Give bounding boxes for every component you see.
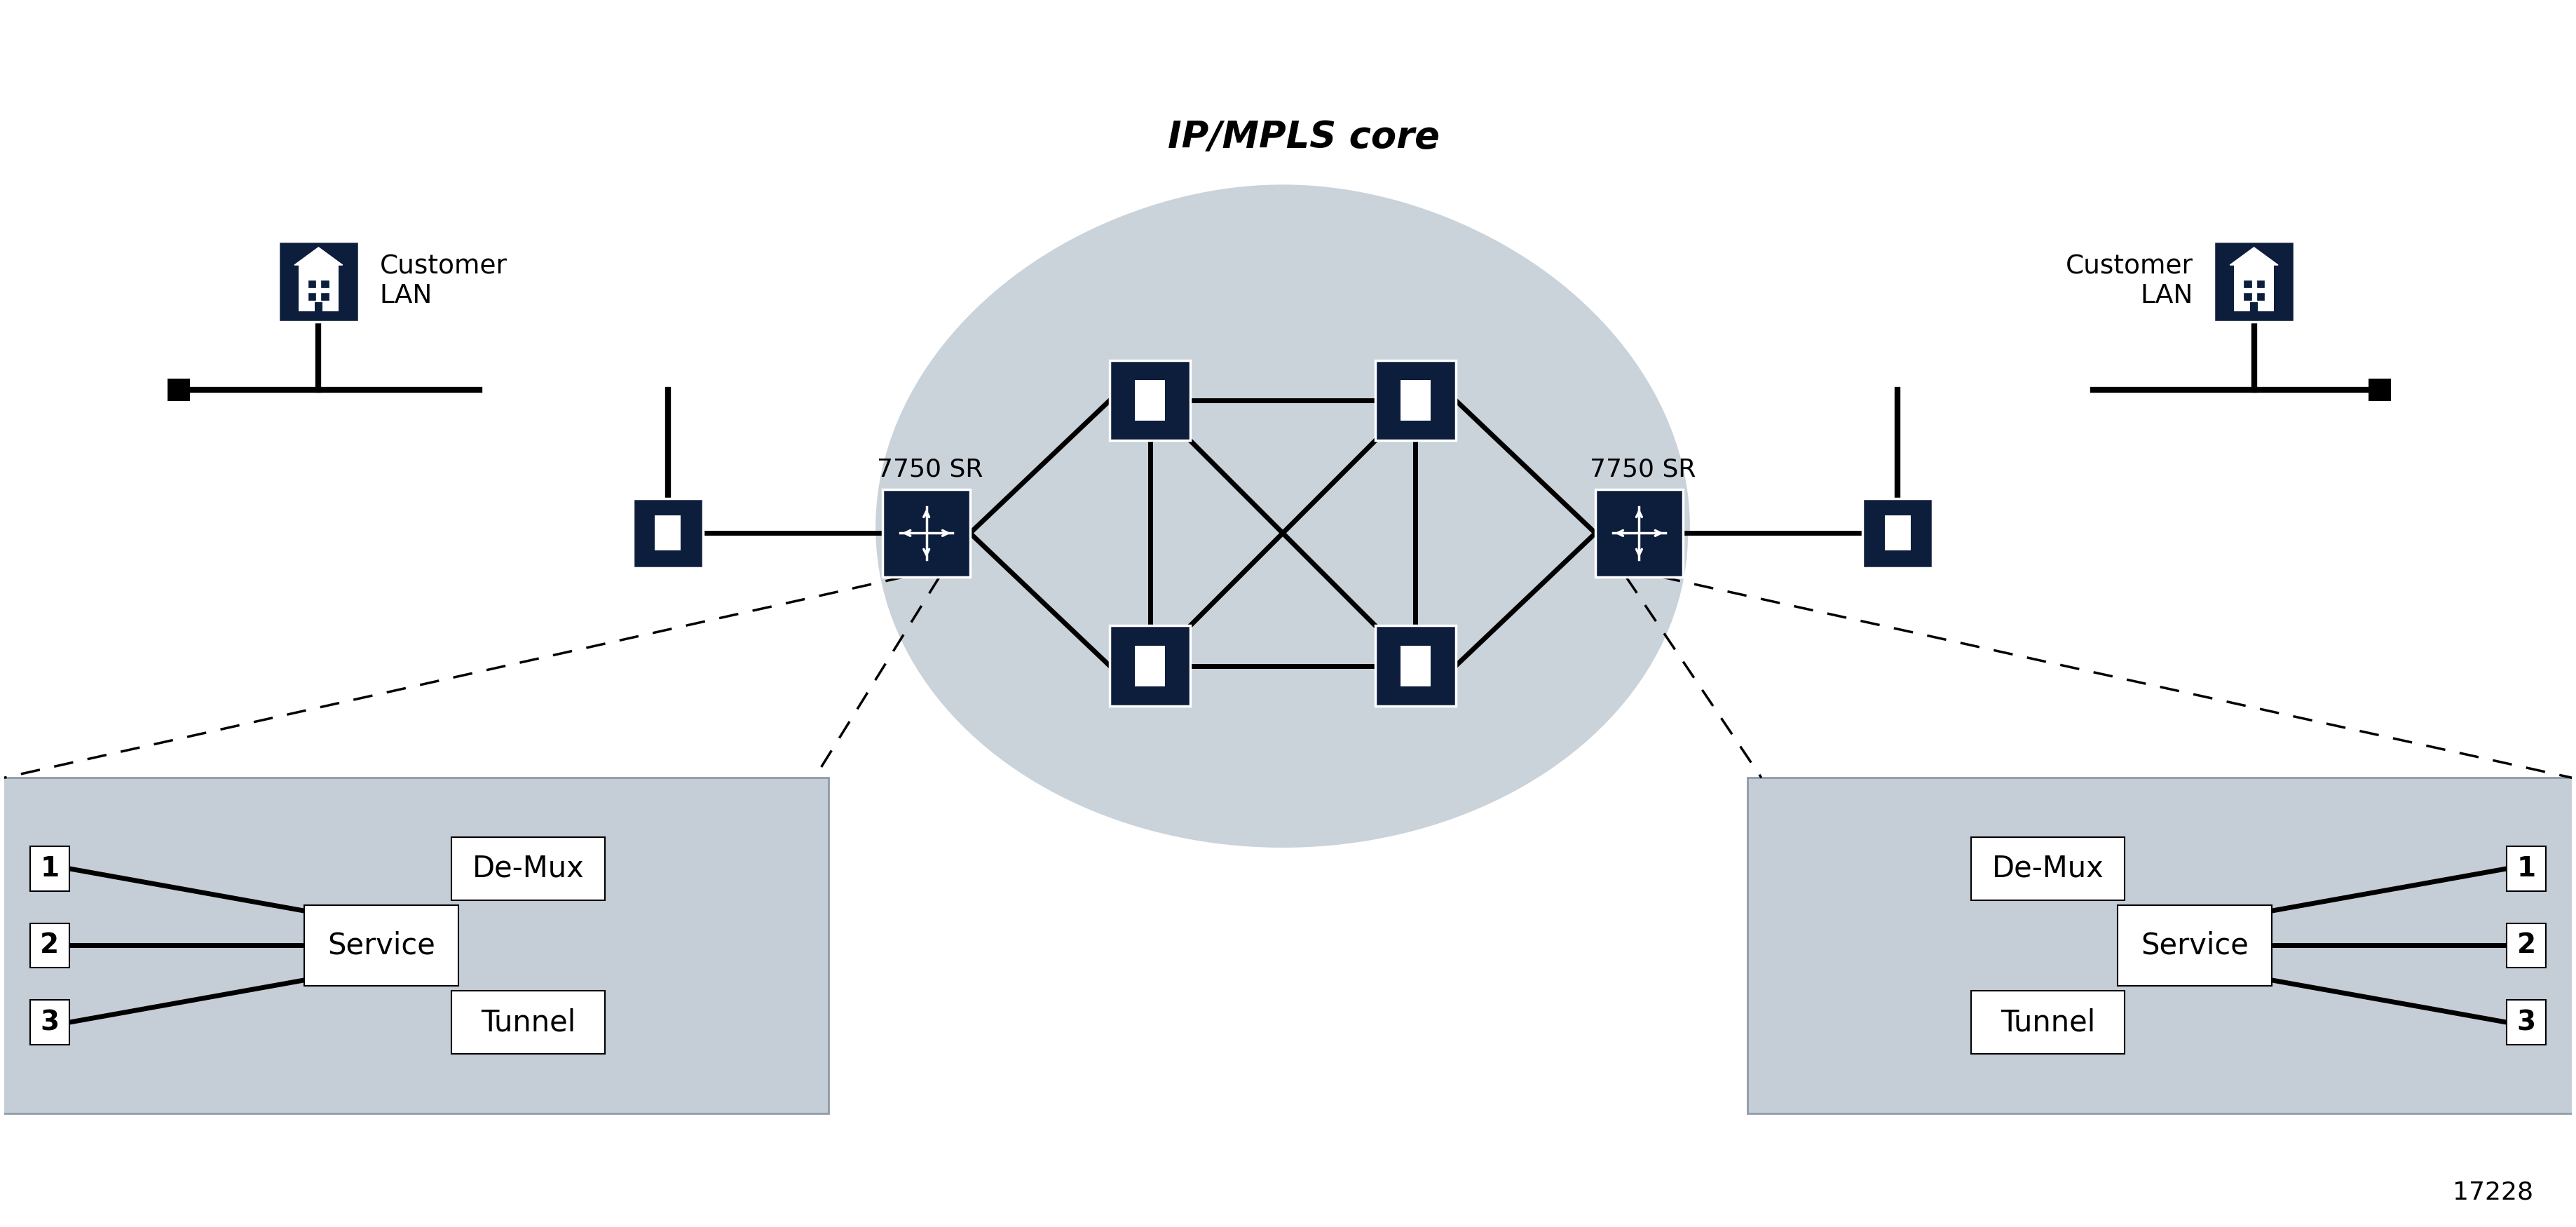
Bar [31, 1000, 70, 1044]
Bar [1971, 837, 2125, 901]
Bar [309, 293, 317, 299]
Bar [884, 490, 971, 577]
Text: 17228: 17228 [2452, 1180, 2532, 1204]
Text: Tunnel: Tunnel [2002, 1007, 2094, 1037]
Bar [2251, 302, 2257, 312]
Bar [1110, 361, 1190, 440]
Polygon shape [294, 248, 343, 265]
Bar [2257, 293, 2264, 299]
Bar [322, 293, 330, 299]
Bar [278, 242, 358, 321]
Bar [1376, 361, 1455, 440]
Text: 3: 3 [41, 1009, 59, 1036]
Text: Service: Service [327, 931, 435, 961]
Bar [1133, 379, 1167, 421]
Bar [299, 265, 337, 312]
Text: 1: 1 [2517, 855, 2535, 882]
Bar [2213, 242, 2295, 321]
Bar [1133, 645, 1167, 687]
Polygon shape [2231, 248, 2277, 265]
Bar [2506, 1000, 2545, 1044]
Bar [309, 280, 317, 287]
Text: 2: 2 [2517, 933, 2535, 958]
Bar [1110, 626, 1190, 706]
Bar [1595, 490, 1682, 577]
Bar [304, 906, 459, 985]
Bar [322, 280, 330, 287]
Bar [2367, 379, 2391, 401]
Text: 7750 SR: 7750 SR [1589, 458, 1695, 481]
Bar [1399, 645, 1432, 687]
Bar [1883, 515, 1911, 551]
Bar [1862, 498, 1932, 568]
Text: 7750 SR: 7750 SR [876, 458, 984, 481]
Bar [2257, 280, 2264, 287]
Text: Customer
LAN: Customer LAN [2066, 254, 2192, 309]
Bar [314, 302, 322, 312]
Bar [1399, 379, 1432, 421]
Bar [2244, 280, 2251, 287]
Text: 2: 2 [41, 933, 59, 958]
Bar [31, 923, 70, 968]
Text: IP/MPLS core: IP/MPLS core [1167, 119, 1440, 156]
Bar [2506, 923, 2545, 968]
Bar [451, 991, 605, 1054]
Bar [1747, 778, 2576, 1113]
Bar [654, 515, 683, 551]
Bar [1376, 626, 1455, 706]
Text: De-Mux: De-Mux [471, 854, 585, 883]
Bar [0, 778, 829, 1113]
Text: 3: 3 [2517, 1009, 2535, 1036]
Text: Tunnel: Tunnel [482, 1007, 574, 1037]
Bar [1971, 991, 2125, 1054]
Text: Service: Service [2141, 931, 2249, 961]
Bar [634, 498, 703, 568]
Text: 1: 1 [41, 855, 59, 882]
Text: De-Mux: De-Mux [1991, 854, 2105, 883]
Bar [2506, 847, 2545, 891]
Bar [2244, 293, 2251, 299]
Polygon shape [876, 184, 1690, 848]
Bar [31, 847, 70, 891]
Text: Customer
LAN: Customer LAN [379, 254, 507, 309]
Bar [2233, 265, 2275, 312]
Bar [2117, 906, 2272, 985]
Bar [451, 837, 605, 901]
Bar [167, 379, 191, 401]
